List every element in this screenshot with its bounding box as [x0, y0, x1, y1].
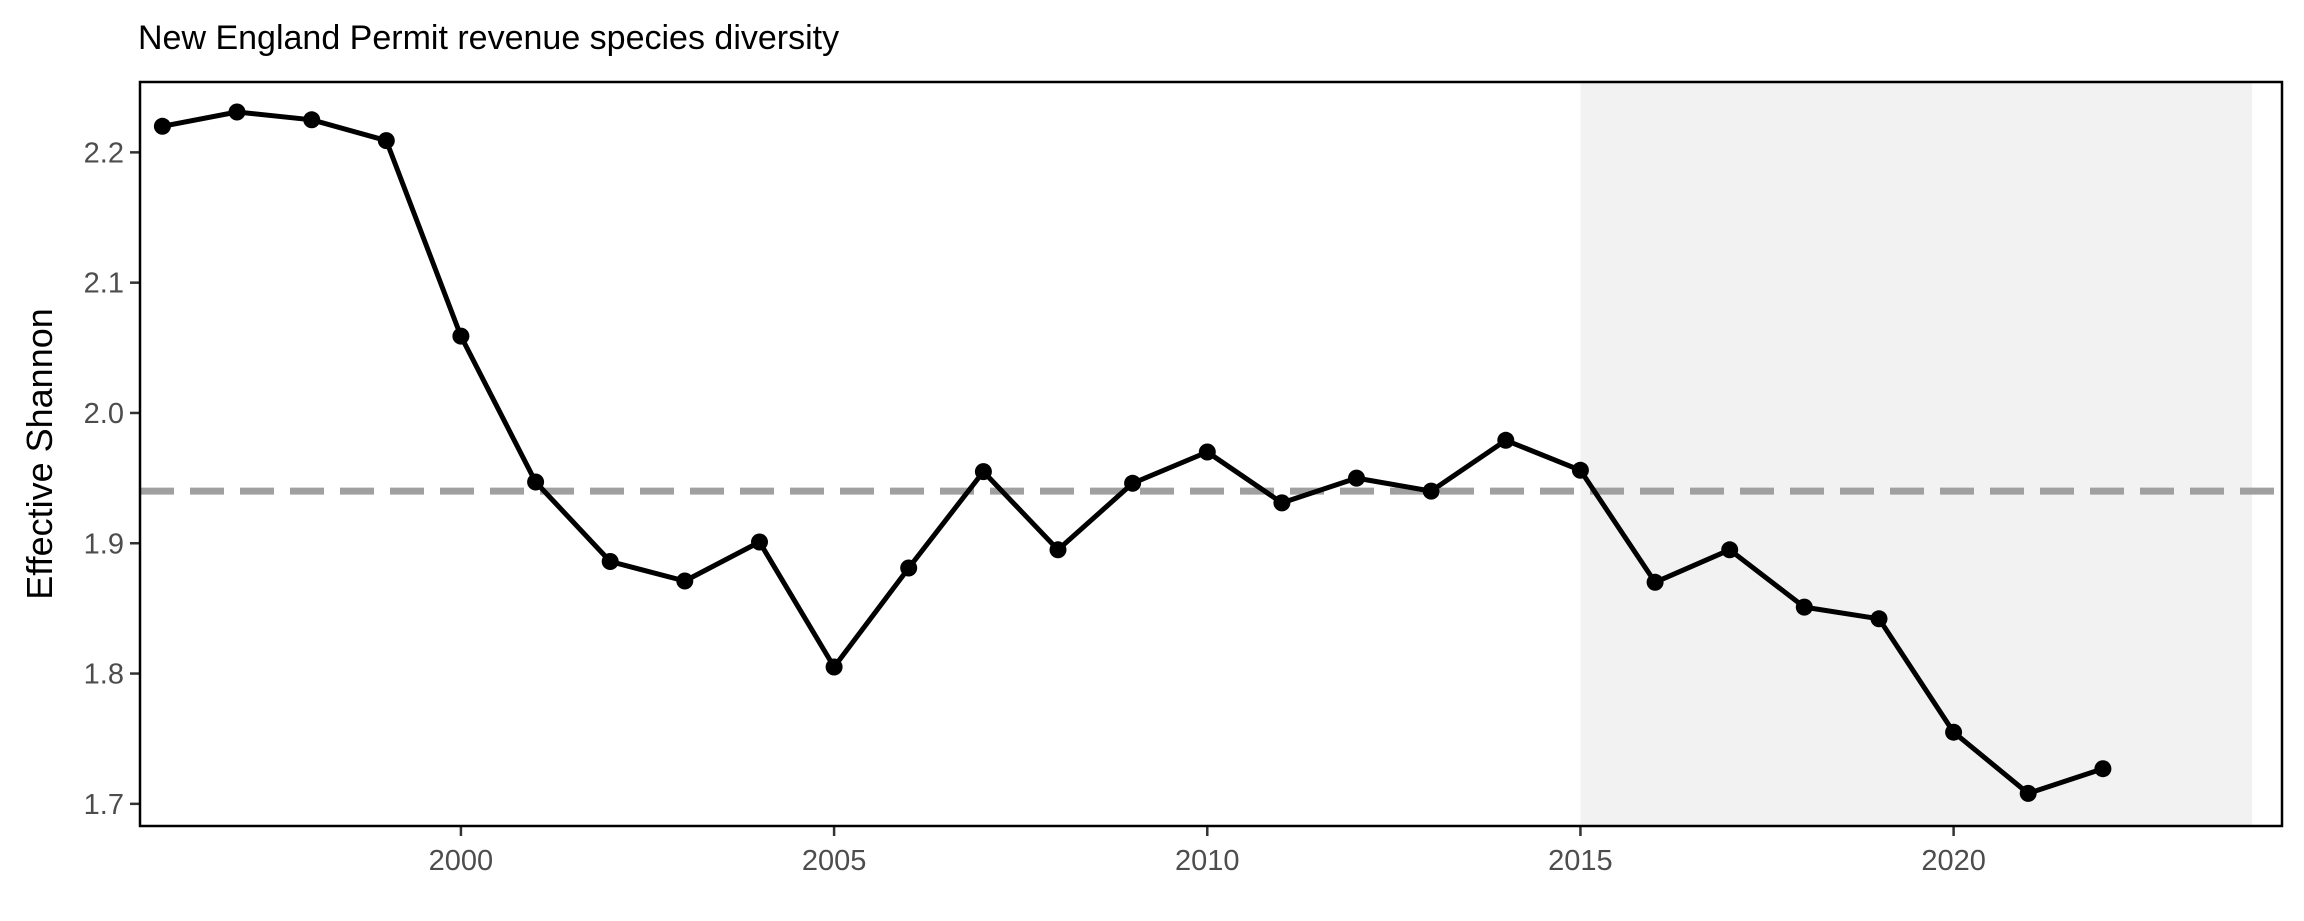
- x-tick-label: 2005: [802, 845, 867, 877]
- data-point: [676, 572, 694, 590]
- y-tick-label: 1.9: [84, 528, 124, 560]
- data-point: [228, 103, 246, 121]
- y-axis-label: Effective Shannon: [19, 308, 60, 600]
- data-point: [377, 132, 395, 150]
- y-tick-label: 1.8: [84, 659, 124, 691]
- data-point: [153, 117, 171, 135]
- data-point: [1721, 541, 1739, 559]
- data-point: [751, 533, 768, 551]
- y-tick-label: 2.0: [84, 398, 124, 430]
- data-point: [303, 111, 321, 129]
- data-point: [1795, 598, 1813, 616]
- axis-ticks: 2000 2005 2010 2015 2020 1.7 1.8 1.9 2.0 2.1 2.2: [84, 137, 1986, 877]
- data-point: [900, 559, 918, 577]
- chart-title: New England Permit revenue species diver…: [138, 19, 839, 57]
- data-point: [1945, 723, 1963, 741]
- plot-panel: [138, 80, 2284, 828]
- x-tick-label: 2015: [1548, 845, 1613, 877]
- data-point: [1571, 461, 1589, 479]
- data-point: [2019, 784, 2037, 802]
- x-tick-label: 2000: [429, 845, 494, 877]
- data-point: [1870, 610, 1888, 628]
- data-point: [1646, 573, 1664, 591]
- data-point: [974, 463, 992, 481]
- data-point: [1497, 431, 1515, 449]
- data-point: [1273, 494, 1291, 512]
- x-tick-label: 2020: [1921, 845, 1986, 877]
- data-point: [1124, 474, 1142, 492]
- data-point: [825, 658, 843, 676]
- data-point: [601, 553, 619, 570]
- data-point: [1422, 482, 1440, 500]
- data-point: [527, 473, 545, 491]
- data-point: [1348, 469, 1365, 487]
- data-point: [2094, 760, 2112, 778]
- x-tick-label: 2010: [1175, 845, 1240, 877]
- shaded-region: [1580, 82, 2253, 826]
- data-point: [1049, 541, 1067, 559]
- y-tick-label: 2.1: [84, 268, 124, 300]
- data-point: [1198, 443, 1216, 461]
- data-point: [452, 327, 470, 345]
- data-marks: [153, 103, 2112, 802]
- y-tick-label: 1.7: [84, 789, 124, 821]
- y-tick-label: 2.2: [84, 137, 124, 169]
